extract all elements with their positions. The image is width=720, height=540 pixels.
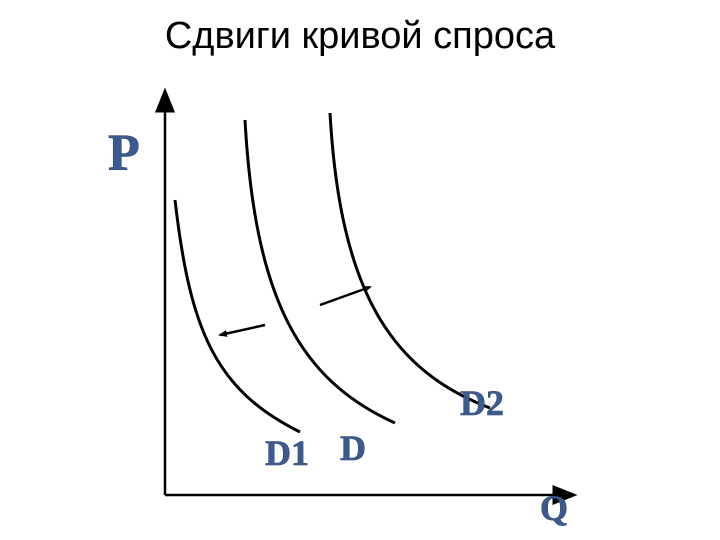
curve-d2: [330, 113, 490, 408]
curve-d: [245, 120, 395, 423]
curve-label-d2: D2: [460, 383, 504, 423]
curve-d1: [175, 200, 300, 432]
curve-label-d: D: [340, 428, 366, 468]
shift-arrow-left: [220, 325, 265, 335]
y-axis-label: P: [108, 125, 140, 182]
demand-shift-diagram: P Q D1 D D2: [0, 0, 720, 540]
shift-arrow-right: [320, 287, 370, 305]
curve-label-d1: D1: [265, 433, 309, 473]
x-axis-label: Q: [540, 488, 568, 528]
